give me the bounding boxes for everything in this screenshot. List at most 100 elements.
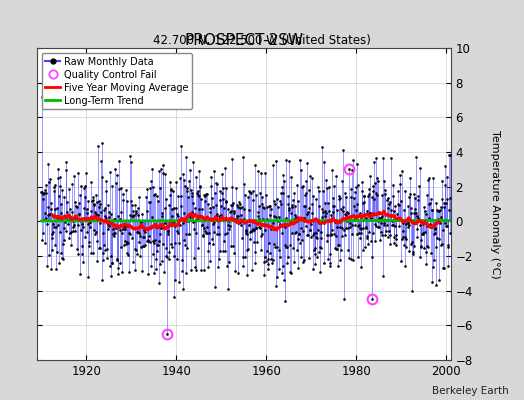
- Point: [144, 271, 152, 277]
- Point: [369, 188, 378, 194]
- Point: [405, 248, 413, 254]
- Point: [261, 170, 269, 176]
- Point: [123, 198, 131, 204]
- Point: [318, 214, 326, 220]
- Point: [342, 212, 351, 218]
- Point: [291, 203, 300, 209]
- Point: [174, 193, 182, 199]
- Point: [368, 230, 377, 237]
- Point: [80, 185, 88, 191]
- Point: [222, 199, 231, 205]
- Point: [98, 140, 106, 146]
- Point: [147, 223, 155, 229]
- Point: [409, 190, 418, 197]
- Point: [332, 173, 340, 179]
- Point: [301, 190, 310, 196]
- Point: [57, 250, 66, 256]
- Point: [346, 219, 354, 226]
- Point: [315, 269, 324, 275]
- Point: [142, 194, 150, 200]
- Point: [413, 213, 421, 220]
- Point: [395, 216, 403, 222]
- Point: [67, 242, 75, 248]
- Point: [84, 198, 93, 204]
- Point: [372, 154, 380, 161]
- Point: [226, 202, 235, 208]
- Point: [219, 196, 227, 202]
- Point: [276, 198, 284, 205]
- Point: [145, 199, 154, 205]
- Point: [211, 283, 219, 290]
- Point: [436, 220, 444, 226]
- Point: [190, 205, 199, 212]
- Point: [210, 168, 218, 174]
- Point: [143, 238, 151, 244]
- Point: [368, 296, 376, 302]
- Point: [268, 224, 276, 230]
- Point: [124, 240, 132, 246]
- Point: [122, 187, 130, 193]
- Point: [428, 207, 436, 214]
- Point: [402, 236, 411, 242]
- Point: [333, 246, 342, 252]
- Point: [175, 279, 183, 285]
- Point: [108, 231, 117, 238]
- Point: [237, 204, 246, 210]
- Point: [408, 239, 416, 245]
- Point: [270, 213, 279, 220]
- Point: [145, 199, 154, 205]
- Point: [188, 192, 196, 199]
- Point: [262, 192, 270, 198]
- Point: [168, 206, 177, 212]
- Point: [199, 232, 208, 238]
- Point: [244, 194, 252, 200]
- Point: [49, 224, 58, 230]
- Point: [322, 177, 330, 184]
- Point: [149, 250, 158, 257]
- Point: [163, 228, 172, 235]
- Point: [367, 238, 375, 245]
- Point: [339, 146, 347, 153]
- Point: [108, 260, 116, 266]
- Point: [203, 224, 212, 231]
- Point: [180, 237, 188, 244]
- Point: [114, 271, 123, 277]
- Point: [343, 246, 352, 253]
- Point: [429, 264, 437, 270]
- Point: [68, 209, 77, 216]
- Point: [161, 244, 170, 251]
- Point: [161, 220, 169, 226]
- Point: [434, 218, 442, 225]
- Point: [118, 230, 126, 236]
- Point: [398, 168, 407, 174]
- Point: [410, 210, 418, 216]
- Point: [237, 222, 245, 228]
- Point: [191, 267, 200, 274]
- Point: [198, 222, 206, 228]
- Point: [351, 189, 359, 195]
- Point: [208, 194, 216, 201]
- Point: [364, 186, 373, 193]
- Point: [246, 236, 255, 243]
- Point: [313, 218, 322, 224]
- Point: [74, 222, 82, 228]
- Point: [40, 187, 49, 193]
- Point: [136, 232, 145, 239]
- Point: [92, 228, 100, 235]
- Point: [85, 219, 94, 226]
- Point: [173, 213, 182, 220]
- Point: [42, 182, 51, 189]
- Point: [183, 188, 192, 194]
- Point: [375, 208, 383, 215]
- Point: [151, 237, 159, 243]
- Point: [121, 226, 129, 232]
- Point: [90, 202, 98, 208]
- Point: [417, 244, 425, 250]
- Point: [265, 240, 274, 246]
- Point: [358, 199, 367, 206]
- Point: [158, 210, 167, 216]
- Point: [198, 222, 206, 228]
- Point: [253, 239, 261, 245]
- Point: [233, 216, 242, 222]
- Point: [403, 224, 412, 230]
